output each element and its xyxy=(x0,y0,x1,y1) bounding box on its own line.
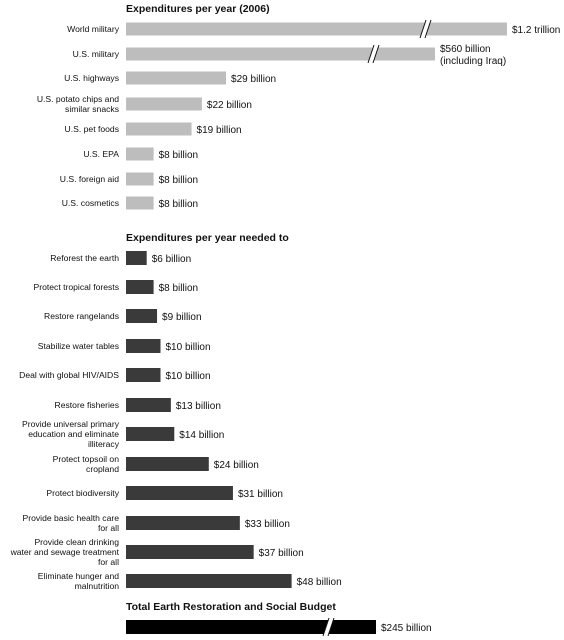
value-label: $31 billion xyxy=(238,489,283,500)
bar-0-4 xyxy=(126,122,192,136)
bar-1-8 xyxy=(126,486,233,500)
category-label: Eliminate hunger and malnutrition xyxy=(38,571,119,591)
value-label: $48 billion xyxy=(297,577,342,588)
category-label: U.S. foreign aid xyxy=(60,174,119,184)
bar-1-10 xyxy=(126,545,254,559)
value-label: $1.2 trillion xyxy=(512,25,560,36)
category-label: World military xyxy=(67,24,120,34)
axis-break-mark-2-0 xyxy=(322,617,335,637)
axis-break-line xyxy=(419,19,427,39)
bar-0-7 xyxy=(126,196,154,210)
bar-1-11 xyxy=(126,574,292,588)
value-label: $22 billion xyxy=(207,100,252,111)
axis-break-line xyxy=(424,19,432,39)
bar-1-0 xyxy=(126,251,147,265)
category-label: Protect tropical forests xyxy=(34,282,120,292)
value-label: $9 billion xyxy=(162,312,201,323)
axis-break-line xyxy=(322,617,330,637)
bar-2-0 xyxy=(126,620,376,634)
value-label: $8 billion xyxy=(159,175,198,186)
axis-break-gap xyxy=(323,619,334,635)
value-label: $8 billion xyxy=(159,283,198,294)
axis-break-mark-0-1 xyxy=(367,44,380,64)
category-label: U.S. EPA xyxy=(83,149,119,159)
category-label: Restore rangelands xyxy=(44,311,119,321)
value-label: $6 billion xyxy=(152,254,191,265)
bar-1-3 xyxy=(126,339,161,353)
category-label: Provide basic health care for all xyxy=(23,513,120,533)
axis-break-line xyxy=(367,44,375,64)
category-label: Protect topsoil on cropland xyxy=(53,454,120,474)
value-label: $8 billion xyxy=(159,199,198,210)
category-label: U.S. pet foods xyxy=(65,124,119,134)
bar-1-5 xyxy=(126,398,171,412)
category-label: Stabilize water tables xyxy=(38,341,119,351)
bar-0-5 xyxy=(126,147,154,161)
category-label: U.S. highways xyxy=(64,73,119,83)
axis-break-line xyxy=(372,44,380,64)
category-label: U.S. military xyxy=(73,49,120,59)
section-title-total-budget: Total Earth Restoration and Social Budge… xyxy=(126,601,336,613)
category-label: Provide clean drinking water and sewage t… xyxy=(10,537,120,567)
value-label: $10 billion xyxy=(166,371,211,382)
bar-1-9 xyxy=(126,516,240,530)
bar-0-3 xyxy=(126,97,202,111)
category-label: Deal with global HIV/AIDS xyxy=(19,370,119,380)
bar-1-2 xyxy=(126,309,158,323)
value-label: $37 billion xyxy=(259,548,304,559)
value-label: $24 billion xyxy=(214,460,259,471)
value-label: $29 billion xyxy=(231,74,276,85)
category-label: U.S. cosmetics xyxy=(62,198,119,208)
bar-0-1 xyxy=(126,47,435,61)
chart-marks: World military $1.2 trillion U.S. military… xyxy=(10,19,560,637)
category-label: U.S. potato chips and similar snacks xyxy=(37,94,119,114)
bar-0-2 xyxy=(126,71,227,85)
category-label: Provide universal primary education and e… xyxy=(22,419,120,449)
value-label: $560 billion (including Iraq) xyxy=(440,44,506,67)
section-title-expenditures-2006: Expenditures per year (2006) xyxy=(126,3,270,15)
axis-break-gap xyxy=(368,46,379,62)
bar-1-6 xyxy=(126,427,175,441)
value-label: $13 billion xyxy=(176,401,221,412)
value-label: $10 billion xyxy=(166,342,211,353)
value-label: $245 billion xyxy=(381,623,432,634)
value-label: $14 billion xyxy=(179,430,224,441)
value-label: $33 billion xyxy=(245,519,290,530)
section-title-expenditures-needed: Expenditures per year needed to xyxy=(126,232,289,244)
bar-1-1 xyxy=(126,280,154,294)
bar-1-4 xyxy=(126,368,161,382)
bar-0-0 xyxy=(126,22,507,36)
axis-break-line xyxy=(327,617,335,637)
bar-1-7 xyxy=(126,457,209,471)
axis-break-gap xyxy=(420,21,431,37)
axis-break-mark-0-0 xyxy=(419,19,432,39)
value-label: $8 billion xyxy=(159,150,198,161)
category-label: Restore fisheries xyxy=(55,400,119,410)
bar-0-6 xyxy=(126,172,154,186)
category-label: Protect biodiversity xyxy=(46,488,119,498)
value-label: $19 billion xyxy=(197,125,242,136)
category-label: Reforest the earth xyxy=(50,253,119,263)
